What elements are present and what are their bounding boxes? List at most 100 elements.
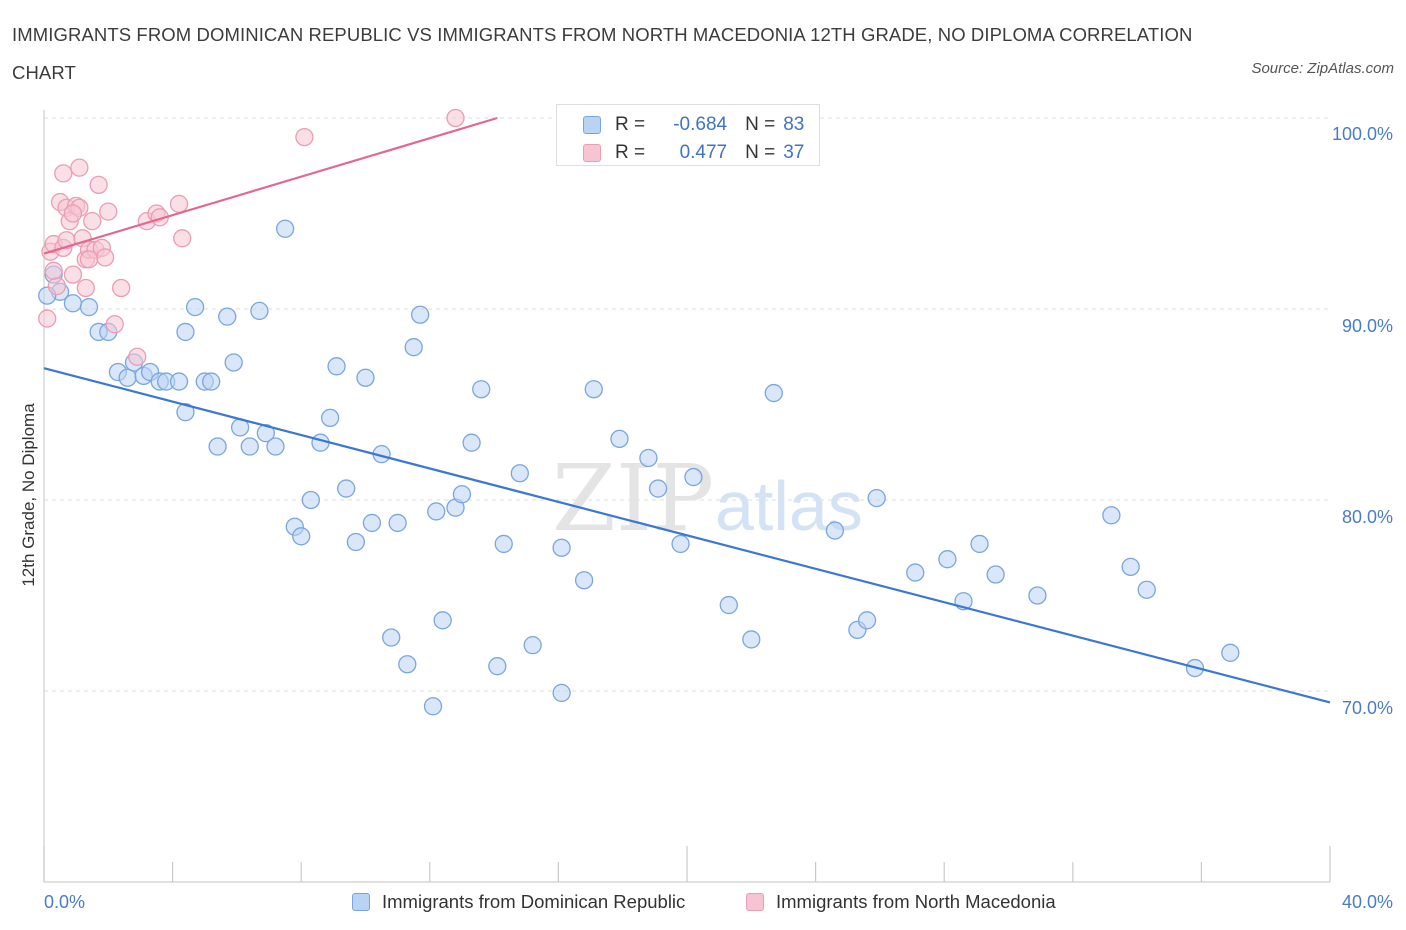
point-macedonia (95, 248, 115, 267)
point-macedonia (70, 158, 89, 177)
watermark: ZIP atlas (552, 445, 863, 552)
point-dominican (224, 353, 243, 372)
point-dominican (240, 437, 259, 456)
point-dominican (292, 527, 311, 546)
point-macedonia (169, 194, 189, 214)
point-dominican (411, 305, 430, 324)
x-tick-label-min: 0.0% (44, 892, 85, 912)
point-macedonia (54, 164, 73, 183)
point-dominican (208, 437, 227, 456)
series-label-macedonia: Immigrants from North Macedonia (776, 891, 1056, 912)
point-dominican (398, 655, 417, 674)
source-label: Source: ZipAtlas.com (1251, 60, 1394, 77)
point-dominican (202, 372, 221, 391)
point-macedonia (446, 108, 465, 128)
y-tick-label-70: 70.0% (1342, 698, 1393, 718)
data-points (38, 108, 1240, 716)
point-macedonia (128, 347, 147, 366)
legend-swatch-blue (583, 116, 601, 134)
point-dominican (427, 502, 446, 521)
point-dominican (462, 433, 481, 452)
legend-row-dominican: R = -0.684 N = 83 (583, 111, 804, 139)
point-dominican (1137, 580, 1156, 599)
point-dominican (825, 521, 845, 540)
point-dominican (1221, 643, 1240, 662)
correlation-legend: R = -0.684 N = 83 R = 0.477 N = 37 (556, 104, 820, 166)
trend-lines (43, 116, 1331, 704)
point-macedonia (295, 127, 314, 147)
point-macedonia (76, 278, 95, 298)
legend-swatch-blue (352, 893, 370, 911)
x-ticks (43, 846, 1331, 882)
point-dominican (574, 571, 594, 590)
point-macedonia (47, 276, 67, 296)
legend-r-value: -0.684 (673, 114, 728, 135)
point-macedonia (99, 202, 118, 221)
series-legend-dominican: Immigrants from Dominican Republic (352, 888, 685, 916)
point-macedonia (44, 261, 63, 280)
point-dominican (382, 628, 401, 647)
point-dominican (218, 307, 237, 326)
point-dominican (362, 513, 382, 533)
point-dominican (388, 513, 407, 533)
series-legend-macedonia: Immigrants from North Macedonia (746, 888, 1056, 916)
legend-n-label: N = (745, 114, 776, 135)
point-dominican (639, 448, 658, 468)
legend-r-label: R = (615, 114, 646, 135)
trend-line-dominican (43, 367, 1331, 704)
point-macedonia (173, 229, 192, 248)
point-dominican (346, 532, 366, 552)
point-dominican (1028, 586, 1047, 605)
x-tick-label-max: 40.0% (1342, 892, 1393, 912)
point-dominican (742, 630, 761, 649)
point-dominican (250, 301, 269, 321)
point-dominican (1121, 557, 1140, 576)
point-macedonia (63, 265, 83, 284)
point-dominican (118, 368, 137, 387)
point-dominican (423, 697, 443, 716)
point-macedonia (83, 211, 102, 231)
point-dominican (337, 479, 356, 498)
point-dominican (584, 380, 603, 399)
point-dominican (510, 464, 529, 483)
watermark-zip: ZIP (552, 445, 714, 552)
legend-n-value: 83 (783, 114, 805, 135)
legend-swatch-pink (583, 144, 601, 162)
legend-r-label: R = (615, 142, 646, 163)
legend-swatch-pink (746, 893, 764, 911)
point-macedonia (38, 309, 57, 328)
point-dominican (648, 479, 668, 498)
point-dominican (256, 423, 275, 443)
point-macedonia (63, 204, 83, 223)
point-dominican (266, 437, 285, 456)
y-tick-label-100: 100.0% (1332, 124, 1393, 144)
legend-n-value: 37 (783, 142, 805, 163)
point-macedonia (79, 250, 99, 269)
point-dominican (552, 683, 571, 703)
y-tick-label-90: 90.0% (1342, 316, 1393, 336)
point-macedonia (89, 175, 108, 195)
grid-lines (44, 117, 1330, 692)
point-dominican (433, 611, 452, 630)
chart-title: IMMIGRANTS FROM DOMINICAN REPUBLIC VS IM… (12, 24, 1193, 83)
point-dominican (301, 490, 320, 510)
point-dominican (472, 380, 491, 399)
point-dominican (684, 467, 703, 487)
point-dominican (185, 297, 205, 317)
point-dominican (452, 485, 472, 504)
point-dominican (986, 565, 1005, 584)
point-dominican (970, 534, 989, 554)
point-dominican (79, 297, 99, 317)
point-dominican (404, 338, 423, 357)
point-dominican (867, 488, 886, 508)
point-dominican (857, 611, 877, 630)
legend-row-macedonia: R = 0.477 N = 37 (583, 139, 804, 167)
point-dominican (320, 408, 340, 428)
legend-r-value: 0.477 (679, 142, 728, 163)
point-dominican (523, 636, 542, 655)
point-dominican (764, 383, 783, 403)
point-dominican (906, 563, 925, 582)
point-dominican (719, 595, 738, 615)
point-dominican (275, 219, 295, 238)
